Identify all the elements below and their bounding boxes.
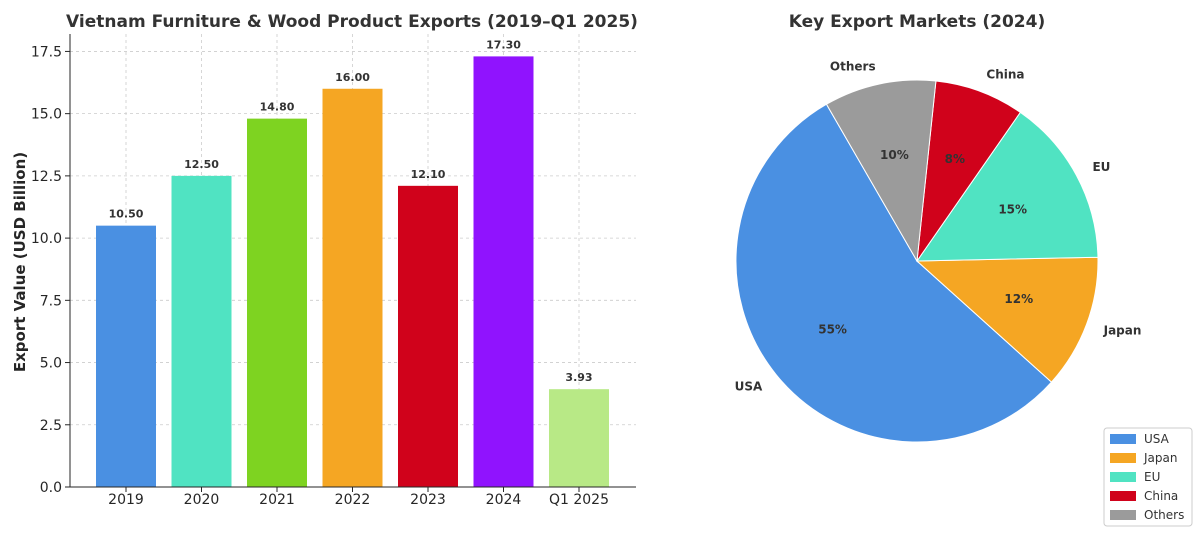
pie-percent-label: 12%: [1004, 292, 1033, 306]
y-tick-label: 7.5: [40, 293, 62, 309]
y-tick-label: 17.5: [31, 44, 62, 60]
bar-value-label: 10.50: [109, 208, 144, 221]
bar: [322, 88, 383, 487]
pie-labels: USA Japan EU China Others: [735, 59, 1142, 393]
pie-percent-label: 8%: [945, 152, 965, 166]
legend-swatch: [1110, 491, 1136, 501]
bar-value-label: 14.80: [260, 101, 295, 114]
legend-swatch: [1110, 434, 1136, 444]
bar: [549, 389, 609, 487]
bar-value-label: 12.50: [184, 158, 219, 171]
pie-slice-label: EU: [1092, 160, 1110, 174]
pie-slice: [916, 111, 1099, 262]
pie-slice-label: Japan: [1103, 323, 1142, 337]
pie-slice: [916, 80, 1021, 262]
x-tick-label: 2020: [184, 492, 220, 508]
bar-chart-title: Vietnam Furniture & Wood Product Exports…: [66, 12, 638, 32]
bar: [398, 185, 458, 488]
y-tick-label: 5.0: [40, 356, 62, 372]
x-tick-label: 2023: [410, 492, 446, 508]
legend-frame: [1103, 427, 1193, 527]
x-axis-ticks: 2019 2020 2021 2022 2023 2024 Q1 2025: [108, 487, 609, 508]
y-axis-label: Export Value (USD Billion): [11, 152, 29, 372]
pie-percent-label: 10%: [880, 148, 909, 162]
pie-slice: [825, 79, 937, 263]
y-axis-ticks: 0.0 2.5 5.0 7.5 10.0 12.5 15.0 17.5: [31, 44, 70, 496]
x-tick-label: Q1 2025: [549, 492, 609, 508]
y-tick-label: 0.0: [40, 480, 62, 496]
legend-label: China: [1144, 489, 1178, 503]
pie-percent-labels: 55% 12% 15% 8% 10%: [818, 148, 1033, 337]
pie-percent-label: 55%: [818, 322, 847, 336]
pie-slices: [735, 79, 1099, 443]
pie-slice-label: Others: [830, 59, 876, 73]
bar-value-label: 12.10: [411, 168, 446, 181]
bar-value-label: 3.93: [565, 371, 592, 384]
pie-slice: [735, 103, 1053, 443]
bar-data-labels: 10.50 12.50 14.80 16.00 12.10 17.30 3.93: [109, 38, 593, 384]
pie-slice-label: China: [986, 67, 1024, 81]
legend-swatch: [1110, 510, 1136, 520]
legend-label: Others: [1144, 508, 1184, 522]
y-tick-label: 2.5: [40, 418, 62, 434]
legend-label: Japan: [1143, 451, 1177, 465]
bar: [473, 56, 534, 488]
legend-swatch: [1110, 472, 1136, 482]
legend-label: EU: [1144, 470, 1160, 484]
x-tick-label: 2021: [259, 492, 295, 508]
x-tick-label: 2024: [486, 492, 522, 508]
y-tick-label: 10.0: [31, 231, 62, 247]
pie-percent-label: 15%: [998, 203, 1027, 217]
bar: [171, 175, 232, 487]
y-tick-label: 12.5: [31, 169, 62, 185]
bar: [96, 225, 156, 487]
bar: [247, 118, 307, 487]
legend-swatch: [1110, 453, 1136, 463]
y-tick-label: 15.0: [31, 107, 62, 123]
pie-chart-title: Key Export Markets (2024): [789, 12, 1045, 32]
x-tick-label: 2022: [335, 492, 371, 508]
pie-slice: [915, 256, 1099, 383]
bar-value-label: 16.00: [335, 71, 370, 84]
bar-value-label: 17.30: [486, 38, 521, 51]
legend-label: USA: [1144, 432, 1170, 446]
pie-legend: USA Japan EU China Others: [1103, 427, 1193, 527]
pie-slice-label: USA: [735, 379, 763, 393]
x-tick-label: 2019: [108, 492, 144, 508]
bar-series: [96, 56, 609, 488]
